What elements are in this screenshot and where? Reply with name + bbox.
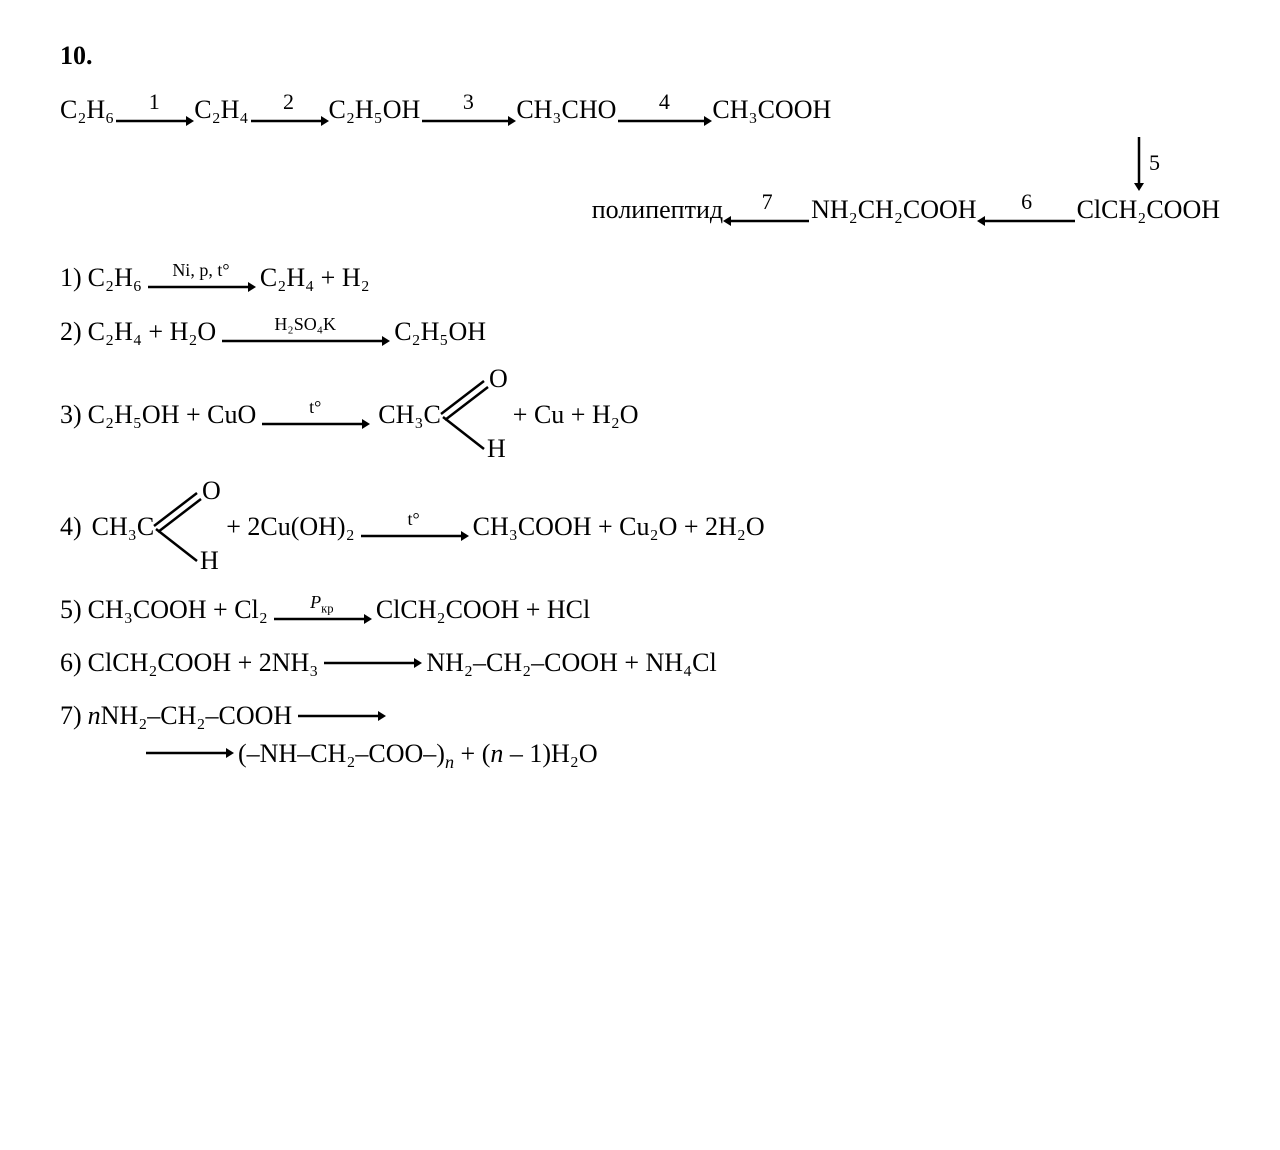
- eq3-tail: + Cu + H₂O: [513, 399, 639, 430]
- arrow-6: 6: [977, 191, 1077, 227]
- eq4-ald-O: O: [202, 481, 221, 505]
- arrow-6-label: 6: [1021, 191, 1032, 215]
- eq4-num: 4): [60, 511, 82, 542]
- arrow-4-label: 4: [659, 91, 670, 115]
- eq1-rhs: C₂H₄ + H₂: [260, 262, 370, 293]
- eq4-arrow: t°: [359, 510, 469, 542]
- eq4-ald-base: CH₃C: [92, 511, 155, 542]
- eq3-aldehyde: CH₃C O H: [374, 369, 513, 459]
- eq4-aldehyde: CH₃C O H: [88, 481, 227, 571]
- eq2-arrow: H₂SO₄K: [220, 315, 390, 347]
- arrow-2-label: 2: [283, 91, 294, 115]
- eq1-num: 1): [60, 262, 82, 293]
- equation-2: 2) C₂H₄ + H₂O H₂SO₄K C₂H₅OH: [60, 315, 1220, 347]
- eq7-lhs: nNH₂–CH₂–COOH: [88, 700, 292, 731]
- eq5-lhs: CH₃COOH + Cl₂: [88, 594, 268, 625]
- node-c2h5oh: C₂H₅OH: [329, 94, 421, 125]
- eq3-ald-base: CH₃C: [378, 399, 441, 430]
- eq1-cond: Ni, p, t°: [166, 261, 235, 281]
- node-nh2ch2cooh: NH₂CH₂COOH: [811, 194, 976, 225]
- equation-6: 6) ClCH₂COOH + 2NH₃ NH₂–CH₂–COOH + NH₄Cl: [60, 647, 1220, 678]
- eq7-arrow-2: [144, 747, 234, 759]
- arrow-1: 1: [114, 91, 194, 127]
- equation-3: 3) C₂H₅OH + CuO t° CH₃C O H + Cu + H₂O: [60, 369, 1220, 459]
- eq4-ald-H: H: [200, 546, 219, 571]
- eq3-arrow: t°: [260, 398, 370, 430]
- eq5-arrow: Pкр: [272, 593, 372, 625]
- eq6-lhs: ClCH₂COOH + 2NH₃: [88, 647, 319, 678]
- eq2-num: 2): [60, 316, 82, 347]
- eq3-lhs: C₂H₅OH + CuO: [88, 399, 257, 430]
- equation-7-cont: (–NH–CH₂–COO–)n + (n – 1)H₂O: [140, 738, 1220, 769]
- node-ch3cho: CH₃CHO: [516, 94, 616, 125]
- eq6-num: 6): [60, 647, 82, 678]
- scheme-row-2: полипептид 7 NH₂CH₂COOH 6 ClCH₂COOH: [60, 191, 1220, 227]
- node-c2h6: C₂H₆: [60, 94, 114, 125]
- eq5-num: 5): [60, 594, 82, 625]
- node-polypeptide: полипептид: [592, 194, 723, 225]
- eq7-arrow-1: [296, 710, 386, 722]
- eq3-ald-H: H: [487, 434, 506, 459]
- arrow-3: 3: [420, 91, 516, 127]
- eq4-cond: t°: [402, 510, 426, 530]
- eq4-mid: + 2Cu(OH)₂: [226, 511, 354, 542]
- eq2-cond: H₂SO₄K: [268, 315, 342, 335]
- scheme-row-1: C₂H₆ 1 C₂H₄ 2 C₂H₅OH 3 CH₃CHO 4 CH₃COOH: [60, 91, 1220, 127]
- equation-1: 1) C₂H₆ Ni, p, t° C₂H₄ + H₂: [60, 261, 1220, 293]
- node-ch3cooh: CH₃COOH: [712, 94, 831, 125]
- arrow-1-label: 1: [149, 91, 160, 115]
- eq7-rhs: (–NH–CH₂–COO–)n + (n – 1)H₂O: [238, 738, 598, 769]
- eq5-cond: Pкр: [304, 593, 339, 613]
- eq3-num: 3): [60, 399, 82, 430]
- node-clch2cooh: ClCH₂COOH: [1077, 194, 1220, 225]
- eq2-lhs: C₂H₄ + H₂O: [88, 316, 217, 347]
- eq1-lhs: C₂H₆: [88, 262, 142, 293]
- eq4-rhs: CH₃COOH + Cu₂O + 2H₂O: [473, 511, 765, 542]
- equation-5: 5) CH₃COOH + Cl₂ Pкр ClCH₂COOH + HCl: [60, 593, 1220, 625]
- eq2-rhs: C₂H₅OH: [394, 316, 486, 347]
- eq6-rhs: NH₂–CH₂–COOH + NH₄Cl: [426, 647, 716, 678]
- problem-number: 10.: [60, 40, 1220, 71]
- arrow-2: 2: [249, 91, 329, 127]
- arrow-5: 5: [1133, 135, 1160, 191]
- equation-4: 4) CH₃C O H + 2Cu(OH)₂ t° CH₃COOH + Cu₂O…: [60, 481, 1220, 571]
- arrow-5-label: 5: [1149, 150, 1160, 176]
- node-c2h4: C₂H₄: [194, 94, 248, 125]
- eq7-num: 7): [60, 700, 82, 731]
- arrow-4: 4: [616, 91, 712, 127]
- eq6-arrow: [322, 657, 422, 669]
- arrow-7-label: 7: [762, 191, 773, 215]
- eq5-rhs: ClCH₂COOH + HCl: [376, 594, 590, 625]
- eq3-ald-O: O: [489, 369, 508, 393]
- equation-7: 7) nNH₂–CH₂–COOH: [60, 700, 1220, 731]
- eq3-cond: t°: [303, 398, 327, 418]
- arrow-3-label: 3: [463, 91, 474, 115]
- eq1-arrow: Ni, p, t°: [146, 261, 256, 293]
- arrow-7: 7: [723, 191, 811, 227]
